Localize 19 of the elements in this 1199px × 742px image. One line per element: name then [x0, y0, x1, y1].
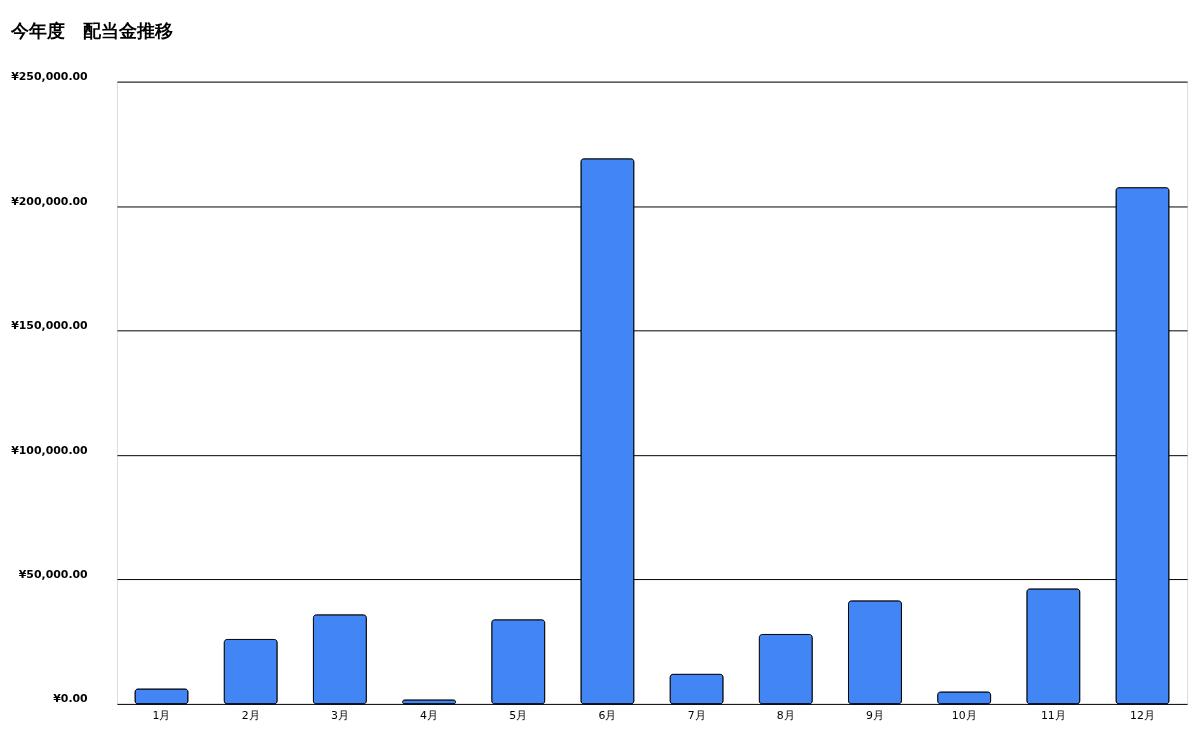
x-tick-label: 7月 — [687, 709, 706, 723]
x-tick-label: 4月 — [420, 709, 439, 723]
x-tick-label: 6月 — [598, 709, 617, 723]
x-tick-label: 11月 — [1040, 709, 1066, 723]
x-tick-label: 10月 — [951, 709, 977, 723]
x-tick-label: 1月 — [152, 709, 171, 723]
x-tick-label: 12月 — [1130, 709, 1155, 723]
x-tick-label: 9月 — [866, 709, 884, 723]
y-tick-label: ¥150,000.00 — [11, 319, 89, 333]
x-tick-label: 3月 — [330, 709, 349, 723]
x-tick-label: 8月 — [776, 709, 795, 723]
x-tick-label: 2月 — [241, 709, 260, 723]
y-tick-label: ¥50,000.00 — [18, 567, 89, 581]
y-tick-label: ¥100,000.00 — [11, 443, 89, 457]
y-tick-label: ¥200,000.00 — [11, 194, 89, 208]
y-tick-label: ¥0.00 — [53, 692, 89, 706]
x-tick-label: 5月 — [509, 709, 528, 723]
y-tick-label: ¥250,000.00 — [11, 70, 89, 84]
chart-title: 今年度 配当金推移 — [9, 20, 173, 42]
